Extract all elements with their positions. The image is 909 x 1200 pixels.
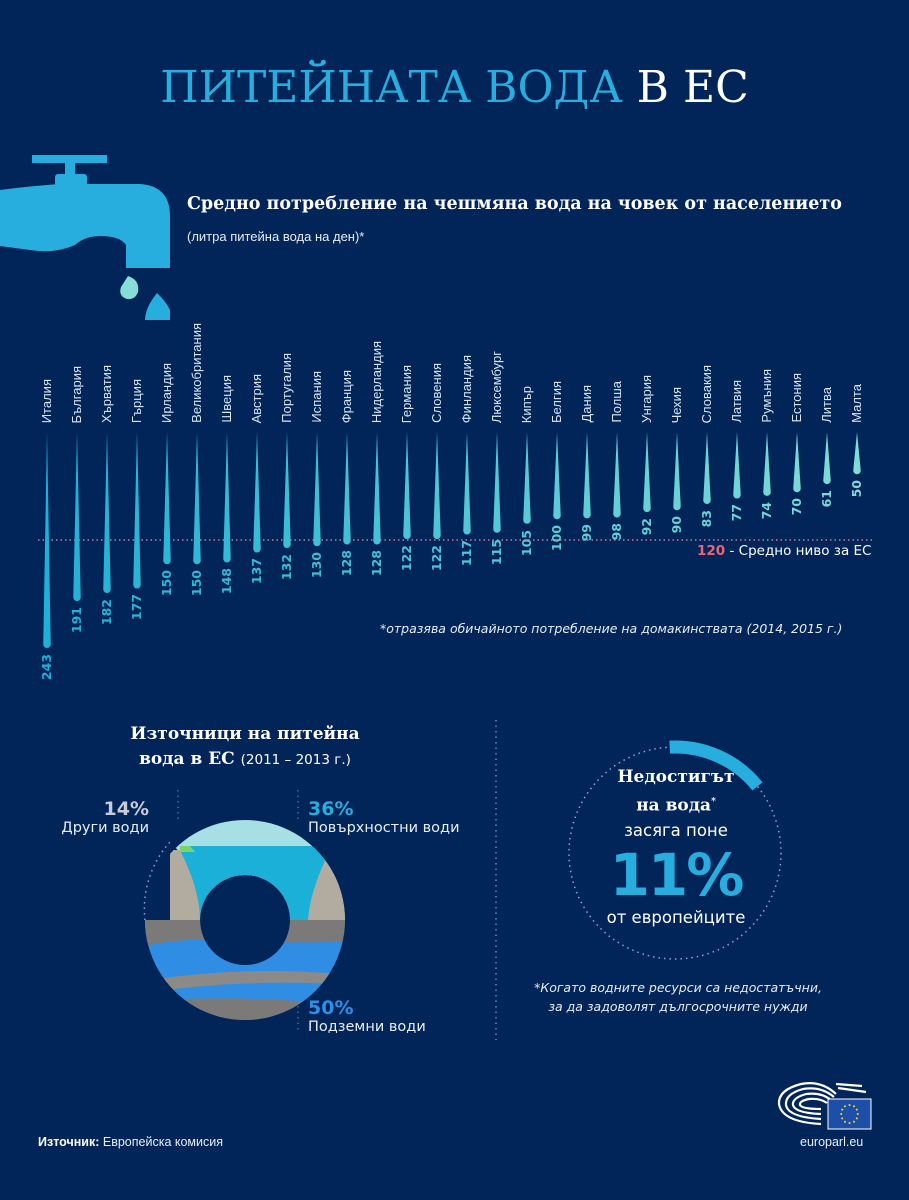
drop-bar [673,432,681,511]
drop-bar [103,432,111,594]
drop-bar [193,432,201,565]
sources-donut [143,790,345,1030]
drop-bar [463,432,471,535]
section-divider [495,720,497,1040]
drop-bar [643,432,651,513]
drop-bar [73,432,81,602]
other-water-label: Други води [61,820,149,836]
page-title: ПИТЕЙНАТА ВОДА В ЕС [0,62,909,113]
scarcity-gauge [568,740,782,960]
scarcity-line5: от европейците [606,907,746,927]
scarcity-line1: Недостигът [617,767,735,787]
faucet-icon [0,155,170,320]
drop-bar [763,432,771,496]
drop-bar [823,432,831,485]
scarcity-star: * [711,797,716,807]
drop-bar [433,432,441,540]
scarcity-line2: на вода [636,795,712,816]
ground-water-legend: 50% Подземни води [308,997,426,1035]
sources-title-line2: вода в ЕС [139,749,235,769]
ground-water-label: Подземни води [308,1019,426,1035]
sources-title: Източници на питейна вода в ЕС (2011 – 2… [110,722,380,773]
eu-average-value: 120 [697,543,726,559]
other-water-legend: 14% Други води [61,798,149,836]
ep-logo [777,1082,872,1130]
surface-water-label: Повърхностни води [308,820,460,836]
surface-water-legend: 36% Повърхностни води [308,798,460,836]
eu-average-label: 120 - Средно ниво за ЕС [697,543,871,559]
drop-bar [553,432,561,520]
drop-bar [613,432,621,518]
drop-bar [733,432,741,499]
eu-average-text: - Средно ниво за ЕС [729,543,872,559]
drop-bar [223,432,231,563]
drop-bar [43,432,51,648]
title-part-1: ПИТЕЙНАТА ВОДА [160,62,623,113]
drop-bar [343,432,351,545]
drop-bar [283,432,291,549]
sources-title-line1: Източници на питейна [130,724,360,744]
scarcity-footnote-line1: *Когато водните ресурси са недостатъчни, [534,980,822,995]
drop-bar [373,432,381,545]
drop-bar [133,432,141,589]
drop-bar [853,432,861,475]
scarcity-line3: засяга поне [624,820,728,840]
drop-bar [703,432,711,504]
scarcity-arc [669,740,763,791]
scarcity-text: Недостигът на вода* засяга поне 11% от е… [556,765,796,929]
drop-bar [523,432,531,524]
drop-bar [253,432,261,553]
chart-unit: (литра питейна вода на ден)* [187,229,365,244]
chart-title: Средно потребление на чешмяна вода на чо… [187,194,842,214]
drops-svg [38,432,872,648]
other-water-arc [143,841,171,921]
surface-water-pct: 36% [308,798,354,820]
scarcity-footnote-line2: за да задоволят дългосрочните нужди [548,999,808,1014]
drop-bar [403,432,411,540]
eu-flag-icon [827,1098,872,1130]
source-label: Източник: [38,1135,100,1149]
drop-bar [793,432,801,493]
scarcity-heading: Недостигът на вода* [556,765,796,819]
scarcity-percent: 11% [609,840,745,909]
drop-bar [313,432,321,547]
scarcity-dotted-circle [568,746,782,960]
drop-bar [583,432,591,519]
drop-bar [163,432,171,565]
small-drop-icon [120,276,139,300]
chart-footnote: *отразява обичайното потребление на дома… [380,621,843,636]
source-value: Европейска комисия [99,1135,224,1149]
hemicycle-icon [777,1082,867,1126]
scarcity-footnote: *Когато водните ресурси са недостатъчни,… [498,978,858,1016]
title-part-2: В ЕС [636,62,749,113]
other-water-pct: 14% [103,798,149,820]
source-credit: Източник: Европейска комисия [38,1135,223,1149]
ground-water-pct: 50% [308,997,354,1019]
sources-years: (2011 – 2013 г.) [240,752,351,768]
large-drop-icon [145,293,170,320]
site-link[interactable]: europarl.eu [800,1135,864,1149]
drop-bar [493,432,501,533]
